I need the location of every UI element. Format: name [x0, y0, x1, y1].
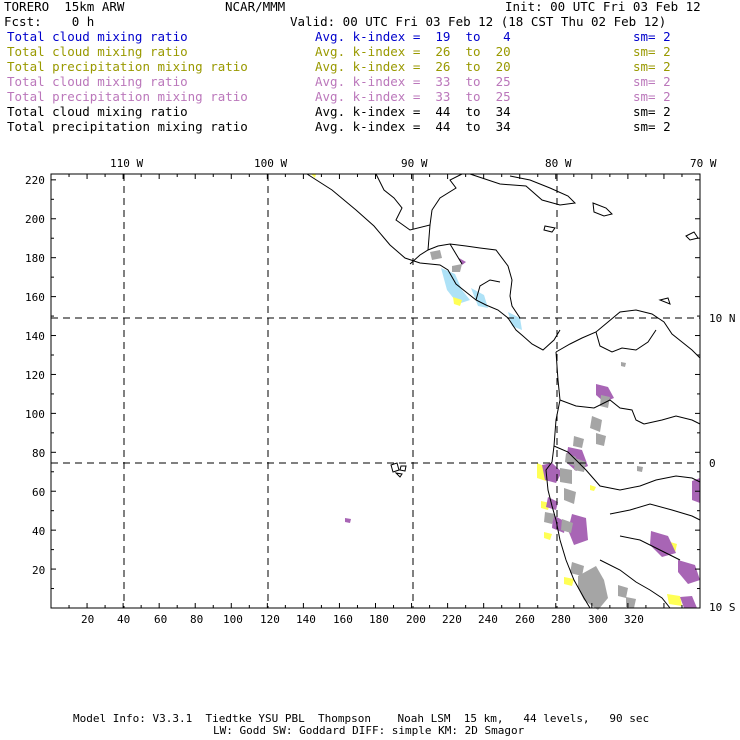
coastlines	[306, 173, 701, 609]
central-america-coast	[306, 173, 561, 351]
y-tick-label: 20	[32, 564, 46, 577]
legend-sm: sm= 2	[633, 29, 671, 44]
galapagos-islands	[390, 462, 407, 478]
kindex-mid-shading	[311, 174, 682, 606]
x-tick-label: 100	[223, 613, 243, 626]
kindex-high-shading	[345, 258, 700, 608]
legend-kindex: Avg. k-index = 19 to 4	[315, 29, 511, 44]
lon-label: 80 W	[545, 157, 572, 170]
yucatan-coast	[375, 173, 463, 231]
x-tick-label: 320	[624, 613, 644, 626]
legend-field: Total precipitation mixing ratio	[7, 59, 248, 74]
y-tick-label: 80	[32, 447, 46, 460]
physics-info: LW: Godd SW: Goddard DIFF: simple KM: 2D…	[213, 724, 525, 737]
kindex-low-shading	[441, 268, 522, 330]
peru-border	[553, 445, 701, 491]
lon-label: 90 W	[401, 157, 428, 170]
x-tick-label: 300	[588, 613, 608, 626]
lat-label: 0	[709, 457, 716, 470]
colombia-ecuador-border	[559, 399, 645, 425]
x-tick-label: 240	[478, 613, 498, 626]
x-tick-label: 220	[442, 613, 462, 626]
x-tick-label: 120	[260, 613, 280, 626]
legend-field: Total precipitation mixing ratio	[7, 89, 248, 104]
legend-kindex: Avg. k-index = 33 to 25	[315, 74, 511, 89]
legend-kindex: Avg. k-index = 26 to 20	[315, 59, 511, 74]
bolivia-brazil-border	[609, 503, 701, 561]
legend-sm: sm= 2	[633, 104, 671, 119]
x-tick-label: 40	[117, 613, 131, 626]
cuba-outline	[469, 173, 577, 206]
forecast-hour: Fcst: 0 h	[4, 14, 95, 29]
legend-field: Total cloud mixing ratio	[7, 104, 188, 119]
amazon-internal	[643, 415, 701, 425]
x-tick-label: 260	[515, 613, 535, 626]
y-tick-label: 200	[25, 213, 45, 226]
caribbean-islands	[658, 231, 699, 305]
x-tick-label: 160	[333, 613, 353, 626]
national-border	[427, 224, 501, 301]
lon-label: 110 W	[110, 157, 144, 170]
valid-time: Valid: 00 UTC Fri 03 Feb 12 (18 CST Thu …	[290, 14, 667, 29]
y-tick-label: 220	[25, 174, 45, 187]
y-tick-label: 180	[25, 252, 45, 265]
model-name: TORERO 15km ARW	[4, 0, 125, 14]
x-tick-label: 280	[551, 613, 571, 626]
legend-field: Total cloud mixing ratio	[7, 29, 188, 44]
x-tick-label: 20	[81, 613, 95, 626]
legend-sm: sm= 2	[633, 119, 671, 134]
lon-label: 70 W	[690, 157, 717, 170]
legend-sm: sm= 2	[633, 89, 671, 104]
gulf-honduras-coast	[409, 243, 521, 319]
southern-border	[599, 559, 671, 609]
legend-kindex: Avg. k-index = 33 to 25	[315, 89, 511, 104]
hispaniola-outline	[592, 202, 613, 217]
x-tick-label: 60	[154, 613, 168, 626]
y-tick-label: 100	[25, 408, 45, 421]
legend-field: Total cloud mixing ratio	[7, 44, 188, 59]
y-tick-label: 160	[25, 291, 45, 304]
kindex-top-shading	[430, 250, 643, 610]
y-tick-label: 120	[25, 369, 45, 382]
x-tick-label: 180	[369, 613, 389, 626]
legend-kindex: Avg. k-index = 44 to 34	[315, 104, 511, 119]
legend-sm: sm= 2	[633, 44, 671, 59]
x-tick-label: 200	[406, 613, 426, 626]
y-tick-label: 40	[32, 525, 46, 538]
legend-field: Total precipitation mixing ratio	[7, 119, 248, 134]
init-time: Init: 00 UTC Fri 03 Feb 12	[505, 0, 701, 14]
y-tick-label: 140	[25, 330, 45, 343]
x-tick-label: 80	[190, 613, 204, 626]
y-tick-label: 60	[32, 486, 46, 499]
graticule	[51, 174, 700, 608]
legend-field: Total cloud mixing ratio	[7, 74, 188, 89]
venezuela-inland	[595, 329, 657, 353]
lat-label: 10 S	[709, 601, 736, 614]
legend-kindex: Avg. k-index = 26 to 20	[315, 44, 511, 59]
legend-sm: sm= 2	[633, 59, 671, 74]
tick-marks	[51, 174, 700, 608]
south-america-north-coast	[555, 309, 701, 359]
andes-boundary	[545, 351, 591, 609]
organization: NCAR/MMM	[225, 0, 286, 14]
model-info: Model Info: V3.3.1 Tiedtke YSU PBL Thomp…	[73, 712, 650, 725]
jamaica-outline	[543, 225, 556, 233]
x-tick-label: 140	[296, 613, 316, 626]
legend-kindex: Avg. k-index = 44 to 34	[315, 119, 511, 134]
lat-label: 10 N	[709, 312, 736, 325]
lon-label: 100 W	[254, 157, 288, 170]
legend-sm: sm= 2	[633, 74, 671, 89]
